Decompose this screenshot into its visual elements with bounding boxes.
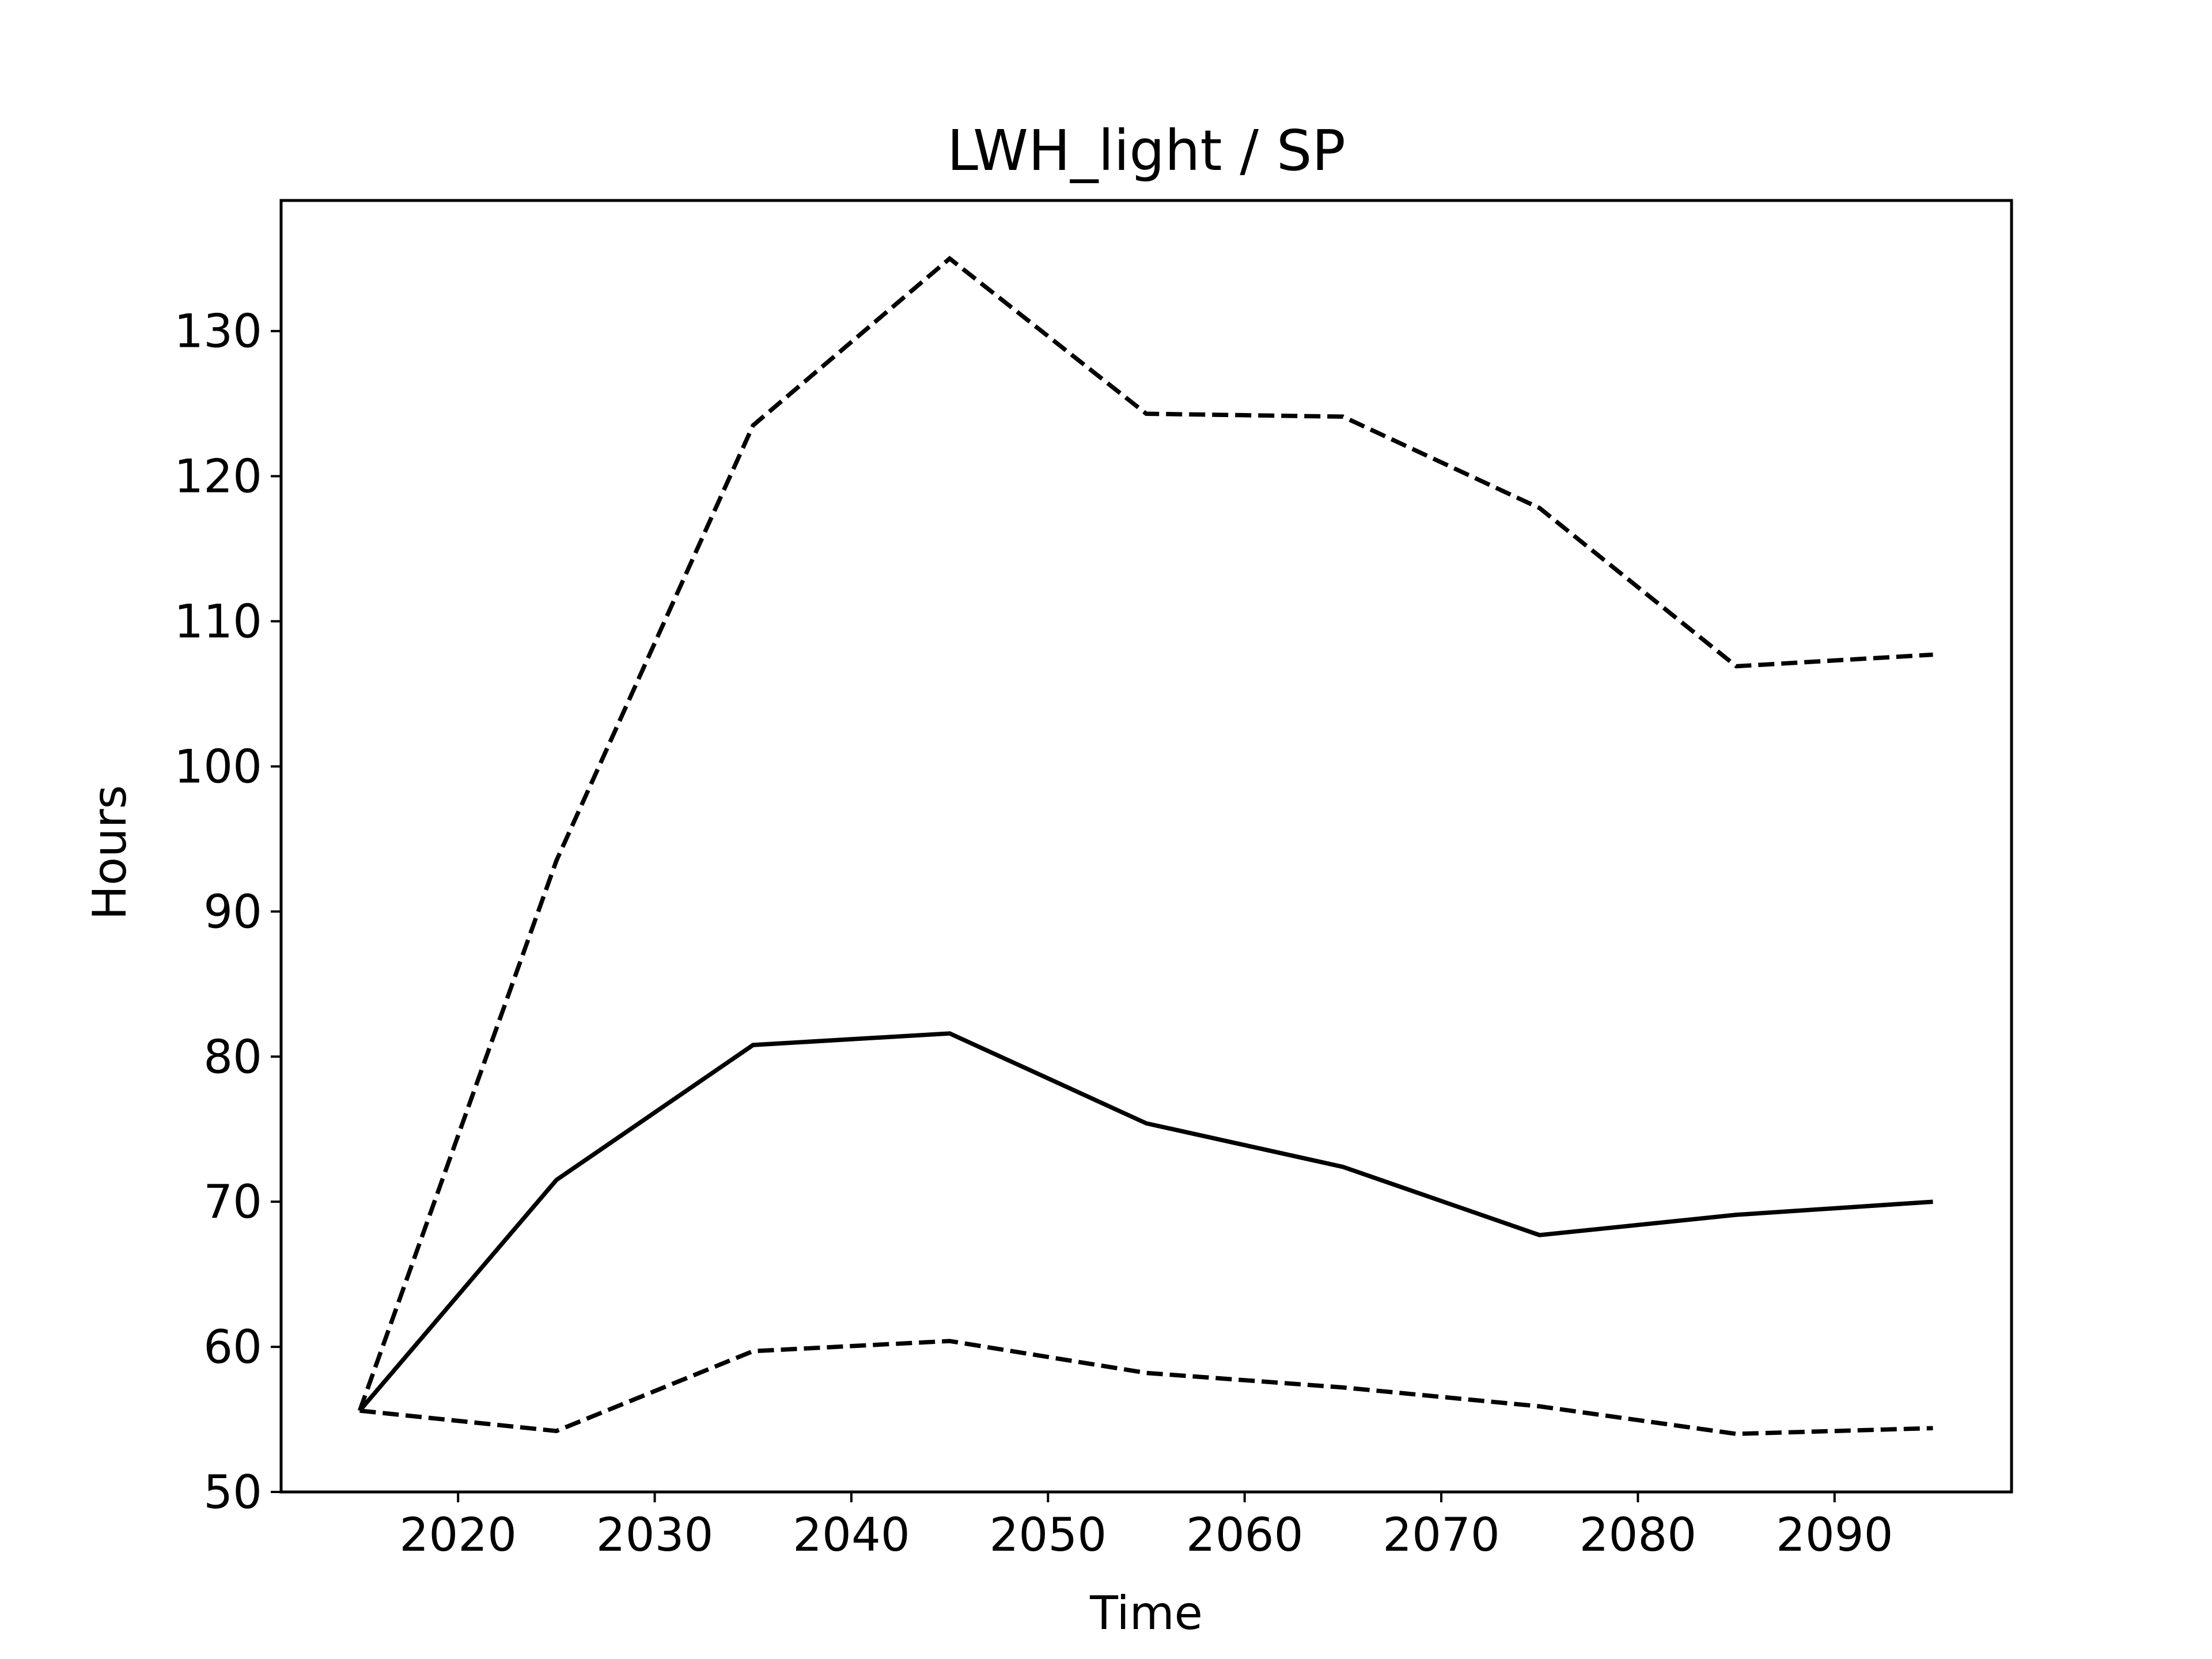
x-tick-label: 2050 xyxy=(990,1508,1107,1562)
y-tick-label: 110 xyxy=(174,595,262,649)
y-tick-label: 100 xyxy=(174,740,262,793)
plot-frame xyxy=(279,199,2013,1494)
y-tick-label: 60 xyxy=(203,1320,262,1374)
x-tick-label: 2070 xyxy=(1382,1508,1500,1562)
y-tick-label: 90 xyxy=(203,885,262,938)
x-tick-label: 2090 xyxy=(1776,1508,1893,1562)
x-tick-label: 2080 xyxy=(1580,1508,1697,1562)
x-tick-label: 2020 xyxy=(399,1508,517,1562)
x-tick-label: 2060 xyxy=(1186,1508,1304,1562)
series-line-median xyxy=(358,1031,1933,1412)
x-tick-label: 2030 xyxy=(596,1508,714,1562)
y-tick-label: 120 xyxy=(174,450,262,503)
x-axis: 2020 2030 2040 2050 2060 2070 2080 2090 xyxy=(399,1492,1893,1562)
y-tick-label: 80 xyxy=(203,1030,262,1084)
series-layer xyxy=(357,255,1933,1436)
x-tick-label: 2040 xyxy=(793,1508,910,1562)
series-line-lower xyxy=(359,1339,1933,1436)
chart-title: LWH_light / SP xyxy=(947,118,1346,183)
y-tick-label: 130 xyxy=(174,305,262,358)
y-tick-label: 70 xyxy=(203,1175,262,1229)
y-tick-label: 50 xyxy=(203,1465,262,1519)
y-axis-label: Hours xyxy=(83,785,137,920)
plot-area xyxy=(279,199,2013,1494)
x-axis-label: Time xyxy=(1089,1586,1203,1640)
series-line-upper xyxy=(357,255,1933,1412)
y-axis: 50 60 70 80 90 100 110 120 130 xyxy=(174,305,281,1519)
